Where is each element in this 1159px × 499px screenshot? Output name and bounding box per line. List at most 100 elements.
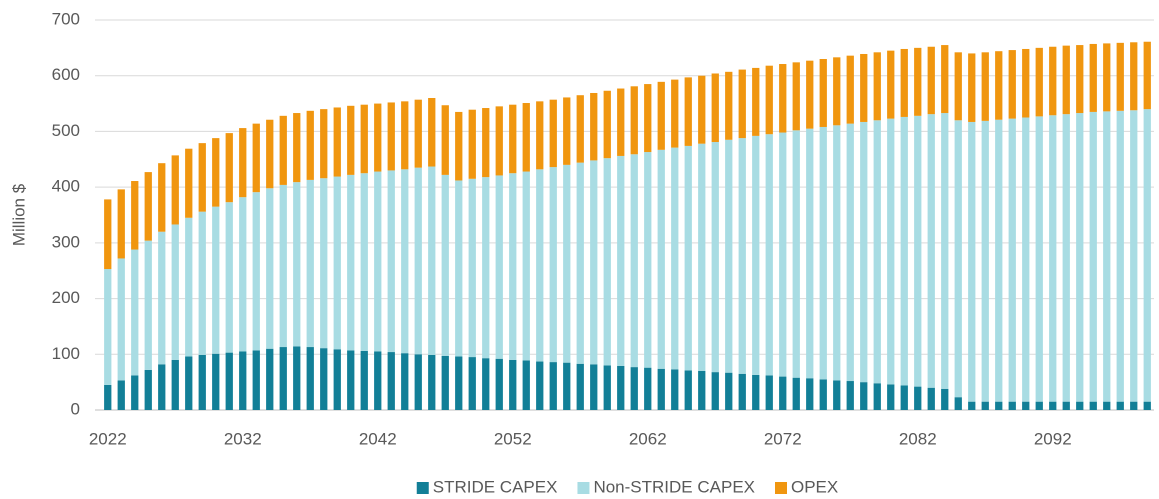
bar-segment bbox=[995, 119, 1003, 402]
y-tick-label: 400 bbox=[52, 177, 80, 196]
bar-segment bbox=[698, 371, 706, 410]
bar-segment bbox=[293, 346, 301, 410]
bar-segment bbox=[1089, 401, 1097, 410]
bar-segment bbox=[792, 130, 800, 378]
x-tick-label: 2052 bbox=[494, 429, 532, 448]
bar-segment bbox=[806, 60, 814, 129]
bar-segment bbox=[185, 148, 193, 218]
bar-segment bbox=[374, 351, 382, 410]
bar-segment bbox=[279, 184, 287, 348]
bar-segment bbox=[1049, 401, 1057, 410]
bar-segment bbox=[171, 224, 179, 360]
bar-segment bbox=[333, 176, 341, 350]
bar-segment bbox=[104, 199, 112, 270]
bar-segment bbox=[603, 365, 611, 410]
bar-segment bbox=[792, 377, 800, 410]
bar-segment bbox=[1103, 111, 1111, 402]
bar-segment bbox=[144, 240, 152, 370]
bar-segment bbox=[765, 375, 773, 410]
bar-segment bbox=[387, 102, 395, 171]
bar-segment bbox=[1062, 401, 1070, 410]
bar-segment bbox=[401, 169, 409, 354]
legend-swatch bbox=[775, 482, 787, 494]
x-tick-label: 2022 bbox=[89, 429, 127, 448]
bar-segment bbox=[576, 95, 584, 163]
bar-segment bbox=[1022, 48, 1030, 118]
bar-segment bbox=[468, 357, 476, 410]
bar-segment bbox=[563, 164, 571, 363]
bar-segment bbox=[725, 139, 733, 373]
legend-swatch bbox=[577, 482, 590, 494]
bar-segment bbox=[617, 365, 625, 410]
bar-segment bbox=[522, 171, 530, 361]
bar-segment bbox=[428, 354, 436, 410]
bar-segment bbox=[1049, 115, 1057, 402]
bar-segment bbox=[455, 111, 463, 181]
bar-segment bbox=[374, 171, 382, 352]
bar-segment bbox=[941, 45, 949, 114]
bar-segment bbox=[671, 147, 679, 370]
bar-segment bbox=[738, 373, 746, 410]
bar-segment bbox=[576, 363, 584, 410]
bar-segment bbox=[954, 52, 962, 121]
bar-segment bbox=[1116, 401, 1124, 410]
bar-segment bbox=[293, 113, 301, 183]
bar-segment bbox=[833, 125, 841, 381]
bar-segment bbox=[279, 347, 287, 410]
y-tick-label: 600 bbox=[52, 65, 80, 84]
bar-segment bbox=[765, 65, 773, 135]
bar-segment bbox=[360, 173, 368, 351]
bar-segment bbox=[698, 75, 706, 144]
bar-segment bbox=[117, 380, 125, 410]
bar-segment bbox=[198, 143, 206, 212]
bar-segment bbox=[1130, 110, 1138, 402]
bar-segment bbox=[590, 364, 598, 410]
bar-segment bbox=[1143, 109, 1151, 402]
bar-segment bbox=[644, 152, 652, 368]
bar-segment bbox=[846, 381, 854, 410]
bar-segment bbox=[1008, 401, 1016, 410]
y-tick-label: 300 bbox=[52, 232, 80, 251]
bar-segment bbox=[225, 202, 233, 353]
bar-segment bbox=[779, 64, 787, 133]
bar-segment bbox=[968, 401, 976, 410]
bar-segment bbox=[684, 77, 692, 146]
bar-segment bbox=[306, 179, 314, 348]
bar-segment bbox=[522, 360, 530, 410]
bar-segment bbox=[131, 375, 139, 410]
bar-segment bbox=[144, 369, 152, 410]
bar-segment bbox=[144, 172, 152, 241]
bar-segment bbox=[266, 348, 274, 410]
bar-segment bbox=[617, 88, 625, 156]
bar-segment bbox=[657, 81, 665, 150]
bar-segment bbox=[630, 367, 638, 410]
bar-segment bbox=[995, 51, 1003, 120]
bar-segment bbox=[185, 356, 193, 410]
x-tick-label: 2042 bbox=[359, 429, 397, 448]
bar-segment bbox=[239, 351, 247, 410]
bar-segment bbox=[833, 57, 841, 126]
bar-segment bbox=[347, 105, 355, 175]
bar-segment bbox=[941, 388, 949, 410]
bar-segment bbox=[1116, 110, 1124, 402]
bar-segment bbox=[873, 120, 881, 384]
bar-segment bbox=[360, 350, 368, 410]
bar-segment bbox=[833, 380, 841, 410]
bar-segment bbox=[401, 101, 409, 170]
bar-segment bbox=[914, 386, 922, 410]
bar-segment bbox=[414, 354, 422, 410]
bar-segment bbox=[981, 52, 989, 121]
legend-label: Non-STRIDE CAPEX bbox=[593, 477, 755, 496]
bar-segment bbox=[252, 192, 260, 351]
bar-segment bbox=[1076, 401, 1084, 410]
bar-segment bbox=[711, 73, 719, 143]
bar-segment bbox=[968, 121, 976, 402]
bar-segment bbox=[104, 269, 112, 385]
bar-segment bbox=[347, 174, 355, 351]
bar-segment bbox=[225, 352, 233, 410]
bar-segment bbox=[590, 160, 598, 365]
bar-segment bbox=[981, 401, 989, 410]
bar-segment bbox=[941, 113, 949, 389]
bar-segment bbox=[927, 114, 935, 388]
